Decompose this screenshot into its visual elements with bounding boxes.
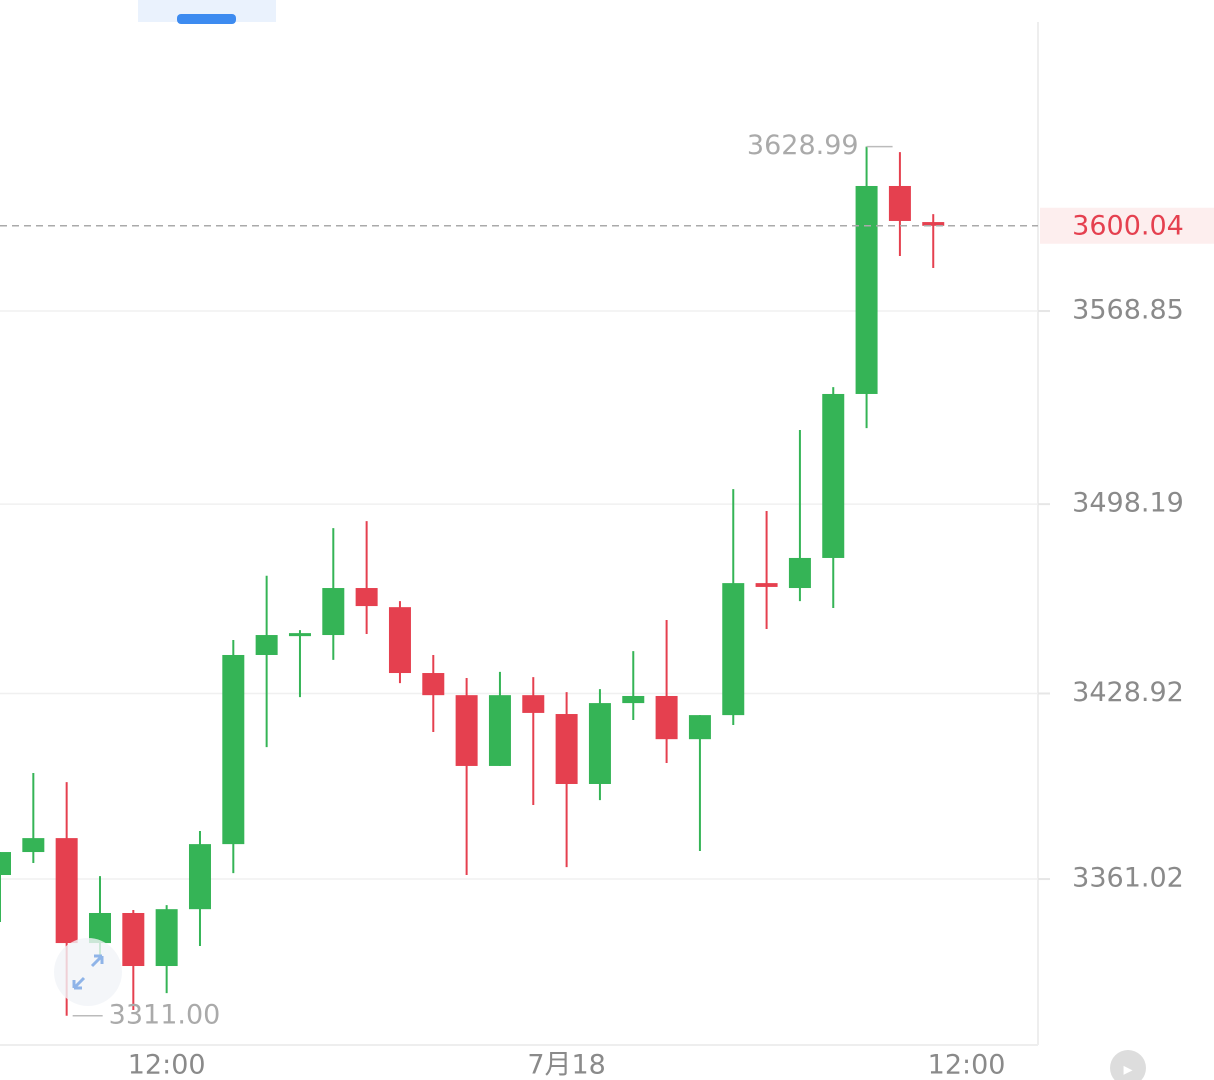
- high-marker-label: 3628.99: [747, 130, 859, 161]
- x-tick-label: 12:00: [128, 1050, 206, 1080]
- last-price-label: 3600.04: [1072, 210, 1184, 241]
- candle-body: [122, 912, 145, 967]
- candle-body: [822, 393, 845, 558]
- candle-body: [322, 588, 345, 636]
- logo-icon: ▸: [1123, 1059, 1132, 1080]
- candle-body: [455, 695, 478, 766]
- candle-body: [922, 222, 945, 226]
- candle-body: [555, 714, 578, 784]
- candle-body: [588, 703, 611, 784]
- x-tick-label: 7月18: [527, 1050, 606, 1080]
- x-tick-label: 12:00: [928, 1050, 1006, 1080]
- expand-icon: [72, 954, 104, 990]
- y-tick-label: 3361.02: [1072, 863, 1184, 894]
- candle-body: [688, 715, 711, 740]
- candle-body: [522, 695, 545, 713]
- tab-bg: [138, 0, 276, 22]
- y-tick-label: 3568.85: [1072, 295, 1184, 326]
- candle-body: [88, 912, 111, 944]
- candle-body: [288, 633, 311, 637]
- candle-body: [22, 838, 45, 853]
- candle-body: [222, 654, 245, 845]
- candle-body: [422, 673, 445, 696]
- logo-button[interactable]: [1110, 1050, 1146, 1080]
- candle-body: [355, 588, 378, 607]
- plot: 3568.85 3498.19 3428.92 3361.02 12:00 7月18 12:…: [0, 130, 1214, 1080]
- expand-button[interactable]: [54, 938, 122, 1006]
- candle-body: [388, 607, 411, 674]
- y-tick-label: 3498.19: [1072, 488, 1184, 519]
- candle-body: [0, 852, 11, 876]
- candle-body: [622, 695, 645, 704]
- candle-body: [188, 844, 211, 910]
- tab-button[interactable]: [177, 14, 236, 24]
- candle-body: [855, 185, 878, 394]
- y-tick-label: 3428.92: [1072, 677, 1184, 708]
- last-price-bg: [1040, 207, 1214, 244]
- candle-body: [255, 635, 278, 655]
- candle-body: [488, 695, 511, 766]
- candle-body: [888, 185, 911, 221]
- candle-body: [655, 695, 678, 740]
- candle-body: [755, 583, 778, 587]
- candle-body: [155, 909, 178, 967]
- candle-body: [722, 583, 745, 716]
- low-marker-label: 3311.00: [109, 999, 221, 1030]
- candle-body: [55, 838, 78, 944]
- candle-body: [788, 557, 811, 589]
